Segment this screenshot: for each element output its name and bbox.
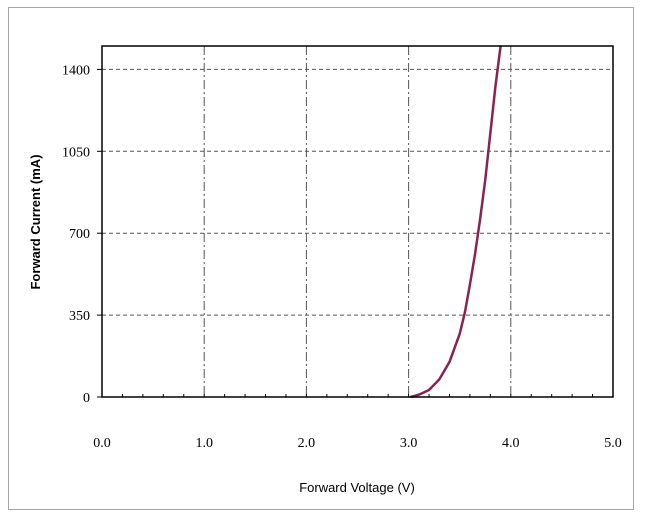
x-tick-label: 5.0: [604, 436, 622, 451]
x-axis-title: Forward Voltage (V): [299, 480, 415, 495]
x-tick-label: 1.0: [195, 436, 213, 451]
x-tick-label: 2.0: [298, 436, 316, 451]
x-tick-label: 3.0: [400, 436, 418, 451]
x-tick-label: 0.0: [93, 436, 111, 451]
data-point: [448, 361, 451, 363]
grid-lines: [102, 46, 613, 397]
data-point: [494, 84, 497, 87]
data-point: [469, 283, 471, 286]
plot-area: [102, 46, 613, 397]
y-tick-label: 700: [69, 227, 90, 242]
y-tick-label: 1050: [62, 145, 90, 160]
data-point: [418, 393, 420, 396]
data-point: [479, 218, 481, 220]
data-point: [464, 311, 466, 314]
x-tick-label: 4.0: [502, 436, 520, 451]
plot-border: [101, 45, 614, 398]
tick-labels: 0.0 1.0 2.0 3.0 4.0 5.0 0 350 700 1050 1400: [62, 63, 622, 451]
data-point: [438, 378, 441, 381]
data-point: [484, 178, 487, 181]
y-tick-label: 0: [83, 391, 90, 406]
y-axis-title: Forward Current (mA): [28, 154, 43, 289]
data-point: [489, 131, 492, 134]
data-point: [458, 333, 461, 335]
data-point: [474, 253, 476, 256]
data-point: [428, 389, 430, 391]
series-lines: [409, 45, 502, 399]
y-tick-label: 1400: [62, 63, 90, 78]
series-line: [410, 45, 502, 399]
y-tick-label: 350: [69, 309, 90, 324]
